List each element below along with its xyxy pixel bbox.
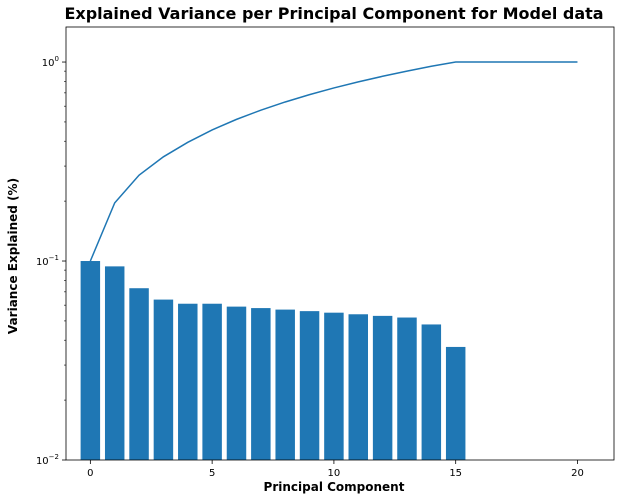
x-tick-label-15: 15 bbox=[449, 468, 462, 479]
bar-11 bbox=[348, 314, 368, 460]
axes-frame bbox=[65, 26, 615, 461]
plot-area: 0 5 10 15 20 10−2 10−1 100 bbox=[36, 26, 615, 479]
x-tick-label-0: 0 bbox=[87, 468, 93, 479]
chart-title: Explained Variance per Principal Compone… bbox=[64, 4, 603, 23]
y-tick-label-−1: 10−1 bbox=[36, 254, 59, 268]
bar-0 bbox=[80, 261, 101, 460]
bar-14 bbox=[421, 324, 442, 460]
bar-4 bbox=[178, 303, 198, 460]
y-axis-label: Variance Explained (%) bbox=[6, 178, 20, 334]
x-tick-label-10: 10 bbox=[328, 468, 341, 479]
bar-12 bbox=[372, 315, 393, 460]
bar-1 bbox=[104, 266, 125, 460]
x-tick-label-20: 20 bbox=[571, 468, 584, 479]
x-tick-label-5: 5 bbox=[209, 468, 215, 479]
x-axis-label: Principal Component bbox=[264, 480, 405, 494]
bar-2 bbox=[129, 288, 149, 460]
y-tick-label-−2: 10−2 bbox=[36, 453, 59, 467]
bar-6 bbox=[226, 306, 247, 460]
bar-5 bbox=[202, 303, 222, 460]
bar-15 bbox=[445, 346, 466, 460]
y-tick-label-0: 100 bbox=[42, 55, 59, 69]
bar-8 bbox=[275, 309, 295, 460]
cumulative-variance-line bbox=[89, 61, 578, 262]
bar-3 bbox=[153, 299, 174, 460]
bar-10 bbox=[324, 312, 344, 460]
bar-13 bbox=[397, 317, 417, 460]
bar-9 bbox=[299, 311, 320, 460]
bar-7 bbox=[251, 308, 271, 460]
